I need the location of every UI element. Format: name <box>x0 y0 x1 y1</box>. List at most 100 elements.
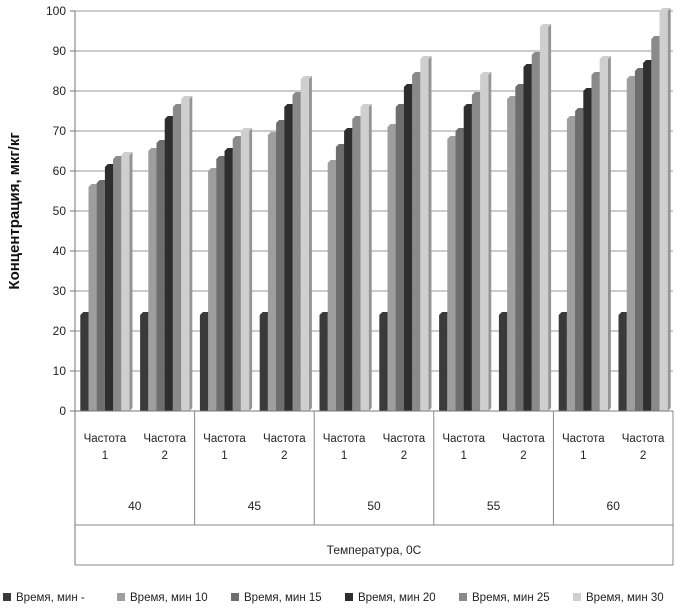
y-tick-label: 80 <box>53 84 67 98</box>
legend-item: Время, мин 10 <box>117 592 208 604</box>
bar-front <box>208 171 217 411</box>
bar-front <box>523 67 532 411</box>
bar-side <box>548 24 552 411</box>
bar-front <box>558 315 567 411</box>
y-tick-label: 50 <box>53 204 67 218</box>
bar-front <box>455 131 464 411</box>
legend-item: Время, мин 25 <box>459 592 550 604</box>
bar-front <box>216 159 225 411</box>
group-label: 40 <box>128 499 142 513</box>
bar-front <box>659 11 668 411</box>
y-tick-label: 0 <box>59 404 66 418</box>
bar-front <box>224 151 233 411</box>
category-label: Частота <box>622 433 665 445</box>
bar-front <box>360 107 369 411</box>
bar-front <box>267 135 277 411</box>
category-label: 2 <box>640 450 646 462</box>
y-tick-label: 100 <box>46 4 66 18</box>
bar-side <box>249 128 253 411</box>
bar-front <box>471 95 481 411</box>
bar-side <box>607 56 611 411</box>
bar-top <box>599 56 611 59</box>
bar-front <box>140 315 149 411</box>
bar-front <box>531 55 540 411</box>
bar-front <box>634 71 644 411</box>
category-label: 2 <box>520 450 526 462</box>
bar-front <box>335 147 345 411</box>
category-label: 1 <box>460 450 466 462</box>
bar-front <box>463 107 472 411</box>
legend-label: Время, мин 20 <box>358 592 436 604</box>
bar-front <box>643 63 652 411</box>
bar-top <box>539 24 552 27</box>
legend-layer: Время, мин - Время, мин 10 Время, мин 15 Вр… <box>3 592 664 604</box>
bar <box>480 72 492 411</box>
bar-front <box>300 79 309 411</box>
legend-swatch <box>459 593 467 601</box>
category-label: Частота <box>263 433 306 445</box>
legend-label: Время, мин 15 <box>244 592 322 604</box>
bar-front <box>412 75 421 411</box>
category-label: Частота <box>502 433 545 445</box>
bar-front <box>566 119 576 411</box>
category-label: 2 <box>401 450 407 462</box>
bar <box>300 76 312 411</box>
bar-front <box>379 315 388 411</box>
bar-front <box>172 107 182 411</box>
bar-top <box>420 56 432 59</box>
bar-front <box>575 111 584 411</box>
bar-front <box>164 119 173 411</box>
bar-front <box>199 315 209 411</box>
labels-layer: 0 10 20 30 40 50 60 70 80 90 100 Частота 1 Частота 2 Ча… <box>6 4 665 557</box>
bar-front <box>439 315 448 411</box>
y-tick-label: 10 <box>53 364 67 378</box>
y-tick-label: 70 <box>53 124 67 138</box>
bar-front <box>352 119 361 411</box>
bar <box>240 128 253 411</box>
bar-front <box>96 183 105 411</box>
category-label: Частота <box>442 433 485 445</box>
bar <box>360 104 372 411</box>
y-tick-label: 90 <box>53 44 67 58</box>
bar-side <box>129 152 133 411</box>
bar-front <box>403 87 413 411</box>
bar-front <box>327 163 336 411</box>
bar-front <box>420 59 429 411</box>
category-label: 1 <box>580 450 586 462</box>
legend-swatch <box>345 593 353 601</box>
legend-label: Время, мин 25 <box>472 592 550 604</box>
bar-front <box>583 91 592 411</box>
category-label: 1 <box>221 450 227 462</box>
bar-front <box>240 131 250 411</box>
group-label: 45 <box>248 499 262 513</box>
legend-item: Время, мин 15 <box>231 592 322 604</box>
axis-layer <box>70 10 674 566</box>
legend-swatch <box>573 593 581 601</box>
bar-front <box>259 315 268 411</box>
category-label: Частота <box>84 433 127 445</box>
legend-item: Время, мин 30 <box>573 592 664 604</box>
bar <box>121 152 133 411</box>
legend-label: Время, мин 10 <box>130 592 208 604</box>
x-axis-title: Температура, 0С <box>327 543 422 557</box>
bar <box>599 56 611 411</box>
category-label: 1 <box>341 450 347 462</box>
bar-side <box>488 72 492 411</box>
bar-front <box>113 159 122 411</box>
bar-front <box>88 187 97 411</box>
bar-front <box>507 99 516 411</box>
bar-front <box>651 39 660 411</box>
bar-front <box>156 143 165 411</box>
bar-front <box>480 75 489 411</box>
bar-front <box>232 139 241 411</box>
bar-front <box>104 167 114 411</box>
bar-top <box>121 152 133 155</box>
bar-front <box>626 79 635 411</box>
bar-top <box>240 128 253 131</box>
y-axis-title: Концентрация, мкг/кг <box>6 132 23 289</box>
bar-front <box>284 107 293 411</box>
group-label: 60 <box>607 499 621 513</box>
bar-top <box>360 104 372 107</box>
group-label: 50 <box>367 499 381 513</box>
